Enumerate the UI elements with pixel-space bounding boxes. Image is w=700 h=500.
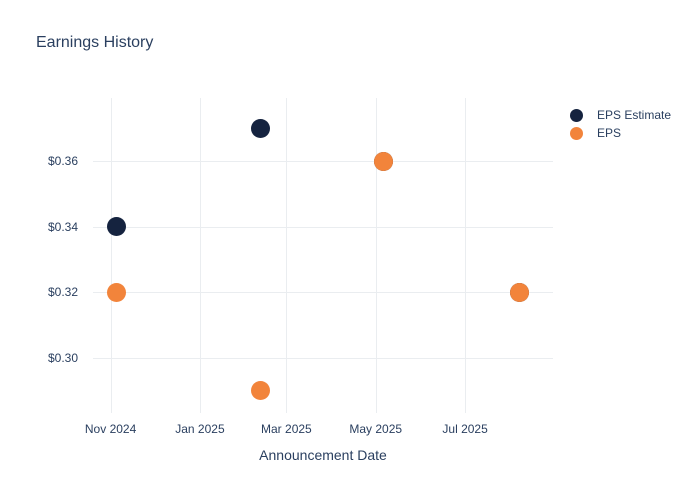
y-tick-label: $0.34 xyxy=(47,219,78,234)
chart-title: Earnings History xyxy=(36,34,154,51)
x-tick-label: Jul 2025 xyxy=(442,422,488,436)
gridline-vertical xyxy=(465,98,467,413)
legend-item-label: EPS Estimate xyxy=(597,108,672,122)
gridline-vertical xyxy=(110,98,112,413)
y-tick-label: $0.36 xyxy=(47,154,78,169)
plot-area xyxy=(93,98,553,413)
x-tick-label: Mar 2025 xyxy=(261,422,312,436)
x-tick-label: May 2025 xyxy=(349,422,403,436)
legend-item-eps[interactable]: EPS xyxy=(570,124,671,142)
eps-point[interactable] xyxy=(250,380,270,400)
gridline-vertical xyxy=(199,98,201,413)
eps-legend-swatch-icon xyxy=(570,126,583,140)
gridline-horizontal xyxy=(93,357,553,359)
gridline-horizontal xyxy=(93,226,553,228)
gridline-horizontal xyxy=(93,292,553,294)
x-tick-label: Nov 2024 xyxy=(84,422,137,436)
gridline-vertical xyxy=(375,98,377,413)
eps-estimate-legend-swatch-icon xyxy=(570,108,583,122)
eps-estimate-point[interactable] xyxy=(106,217,126,237)
gridline-vertical xyxy=(286,98,288,413)
legend: EPS Estimate EPS xyxy=(570,106,671,142)
eps-point[interactable] xyxy=(106,282,126,302)
eps-estimate-point[interactable] xyxy=(250,119,270,139)
gridline-horizontal xyxy=(93,161,553,163)
y-tick-label: $0.30 xyxy=(47,350,78,365)
eps-point[interactable] xyxy=(373,151,393,171)
x-axis-title: Announcement Date xyxy=(259,447,387,463)
y-tick-label: $0.32 xyxy=(47,285,78,300)
legend-item-eps-estimate[interactable]: EPS Estimate xyxy=(570,106,671,124)
x-tick-label: Jan 2025 xyxy=(175,422,225,436)
legend-item-label: EPS xyxy=(597,126,622,140)
eps-point[interactable] xyxy=(509,282,529,302)
